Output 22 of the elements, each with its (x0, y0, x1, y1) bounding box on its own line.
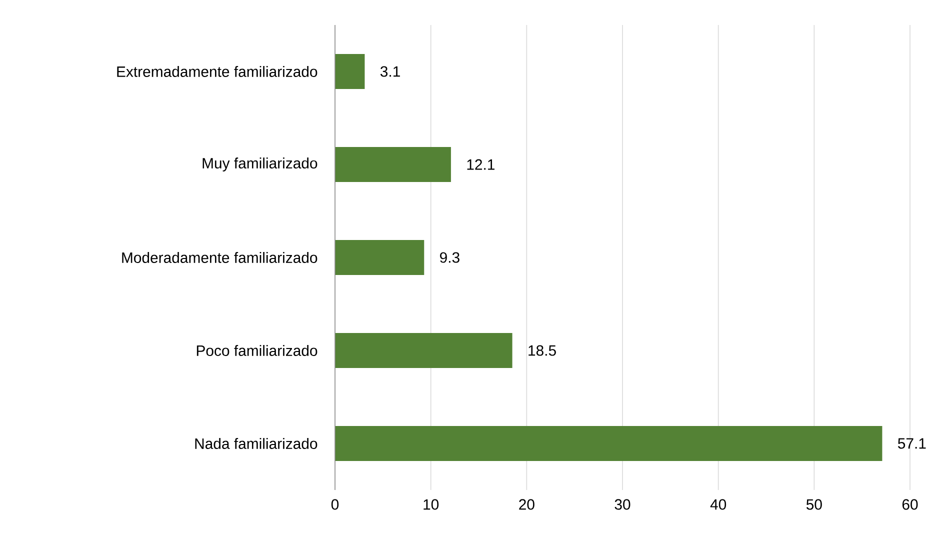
bar (335, 240, 424, 275)
data-label: 18.5 (528, 345, 556, 356)
x-tick-label: 0 (331, 499, 339, 510)
bar (335, 426, 882, 461)
x-tick-label: 30 (614, 499, 630, 510)
y-tick-label: Extremadamente familiarizado (117, 66, 318, 77)
x-tick-label: 10 (424, 499, 439, 510)
y-tick-label: Poco familiarizado (196, 345, 318, 356)
data-label: 3.1 (380, 66, 400, 77)
x-tick-label: 40 (710, 499, 726, 510)
data-label: 12.1 (467, 159, 494, 170)
x-tick-label: 60 (902, 499, 918, 510)
y-tick-label: Muy familiarizado (202, 158, 318, 172)
bar (335, 146, 451, 182)
bar (335, 333, 512, 368)
bar (335, 54, 365, 89)
y-tick-label: Nada familiarizado (195, 438, 318, 449)
x-tick-label: 50 (806, 499, 822, 510)
x-tick-label: 20 (519, 499, 534, 510)
data-label: 9.3 (440, 252, 460, 263)
y-tick-label: Moderadamente familiarizado (122, 252, 318, 263)
data-label: 57.1 (898, 438, 926, 449)
